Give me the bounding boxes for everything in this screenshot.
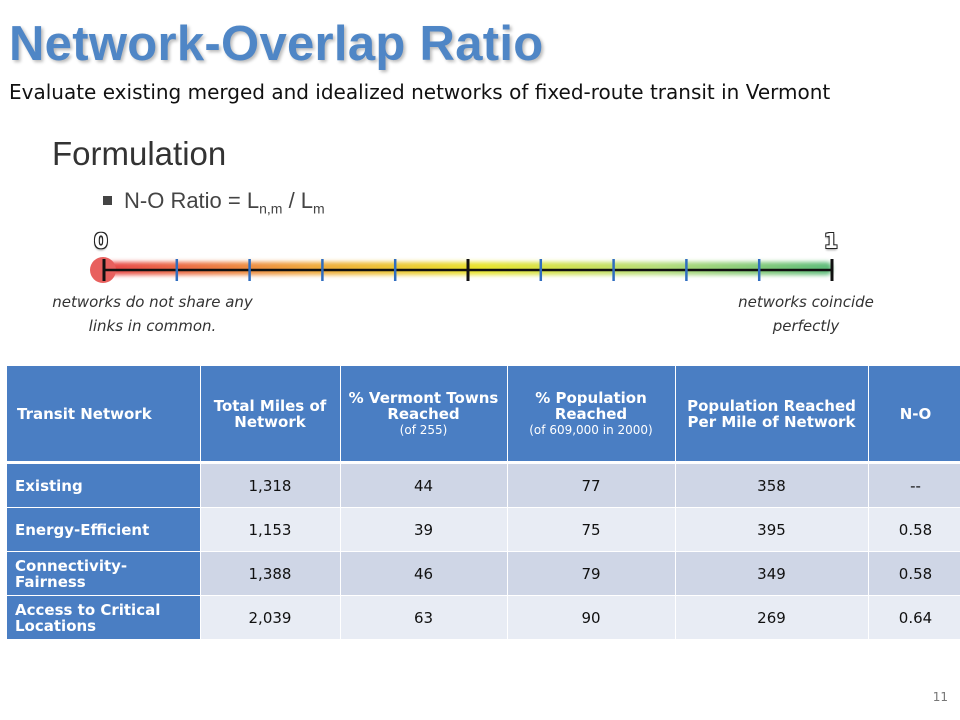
formula-subscript-m: m	[313, 200, 325, 217]
header-population-note: (of 609,000 in 2000)	[529, 422, 653, 437]
right-note-line-1: networks coincide	[738, 293, 874, 311]
header-vermont-towns: % Vermont Towns Reached (of 255)	[340, 366, 508, 464]
table-row: Existing 1,318 44 77 358 --	[7, 462, 960, 508]
left-note-line-1: networks do not share any	[52, 293, 253, 311]
formula-bullet: N-O Ratio = Ln,m / Lm	[103, 186, 325, 223]
square-bullet-icon	[103, 196, 112, 205]
header-towns-note: (of 255)	[399, 422, 448, 437]
slide-title: Network-Overlap Ratio	[9, 17, 544, 71]
cell-towns: 46	[340, 551, 508, 596]
cell-per-mile: 358	[675, 462, 869, 508]
cell-towns: 39	[340, 507, 508, 552]
cell-miles: 1,318	[200, 462, 341, 508]
header-no-ratio: N-O	[868, 366, 960, 464]
slide-subtitle: Evaluate existing merged and idealized n…	[9, 80, 831, 104]
header-population-per-mile: Population Reached Per Mile of Network	[675, 366, 869, 464]
cell-per-mile: 269	[675, 595, 869, 640]
formula-middle: / L	[282, 188, 314, 213]
cell-towns: 44	[340, 462, 508, 508]
network-comparison-table: Transit Network Total Miles of Network %…	[7, 366, 960, 640]
scale-max-label: 1	[824, 229, 838, 253]
table-row: Access to Critical Locations 2,039 63 90…	[7, 595, 960, 640]
right-note-line-2: perfectly	[772, 317, 840, 335]
cell-population: 75	[507, 507, 676, 552]
table-row: Energy-Efficient 1,153 39 75 395 0.58	[7, 507, 960, 552]
left-note-line-2: links in common.	[88, 317, 217, 335]
cell-no-ratio: 0.58	[868, 507, 960, 552]
scale-min-label: 0	[94, 229, 108, 253]
formula-prefix: N-O Ratio = L	[124, 188, 260, 213]
cell-population: 77	[507, 462, 676, 508]
right-scale-note: networks coincide perfectly	[706, 290, 906, 338]
left-scale-note: networks do not share any links in commo…	[20, 290, 285, 338]
scale-ticks	[102, 259, 834, 281]
formula-subscript-nm: n,m	[259, 200, 283, 217]
cell-no-ratio: --	[868, 462, 960, 508]
scale-start-marker	[90, 257, 116, 283]
cell-miles: 1,388	[200, 551, 341, 596]
formulation-heading: Formulation	[52, 135, 227, 172]
table-row: Connectivity-Fairness 1,388 46 79 349 0.…	[7, 551, 960, 596]
table-header-row: Transit Network Total Miles of Network %…	[7, 366, 960, 464]
cell-miles: 1,153	[200, 507, 341, 552]
cell-miles: 2,039	[200, 595, 341, 640]
cell-no-ratio: 0.64	[868, 595, 960, 640]
header-total-miles: Total Miles of Network	[200, 366, 341, 464]
page-number: 11	[932, 690, 948, 704]
row-name: Existing	[7, 462, 201, 508]
row-name: Access to Critical Locations	[7, 595, 201, 640]
header-population-reached: % Population Reached (of 609,000 in 2000)	[507, 366, 676, 464]
row-name: Connectivity-Fairness	[7, 551, 201, 596]
cell-no-ratio: 0.58	[868, 551, 960, 596]
cell-population: 90	[507, 595, 676, 640]
cell-towns: 63	[340, 595, 508, 640]
row-name: Energy-Efficient	[7, 507, 201, 552]
scale-gradient-bar	[104, 262, 832, 275]
cell-per-mile: 395	[675, 507, 869, 552]
header-transit-network: Transit Network	[7, 366, 201, 464]
cell-per-mile: 349	[675, 551, 869, 596]
cell-population: 79	[507, 551, 676, 596]
